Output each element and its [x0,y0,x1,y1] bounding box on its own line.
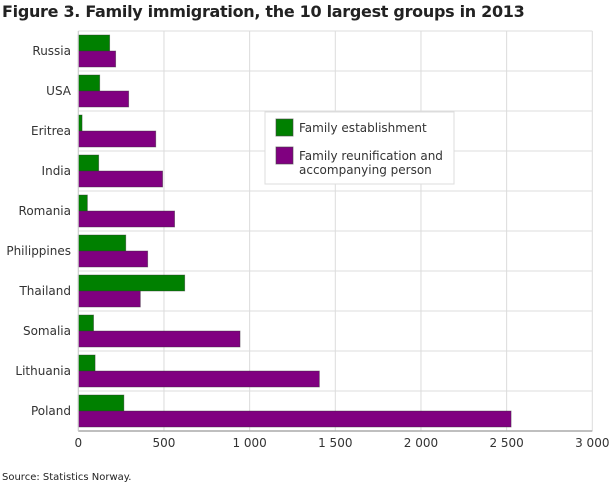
category-label: Somalia [23,324,71,338]
bar-family-reunification [77,250,149,268]
bar-family-reunification [77,90,130,108]
x-tick-label: 3 000 [575,436,609,450]
legend-swatch [275,146,294,165]
category-label: Romania [19,204,71,218]
category-label: Thailand [18,284,71,298]
bar-family-reunification [77,50,117,68]
bar-family-establishment [77,394,125,412]
bar-family-establishment [77,314,94,332]
bar-family-reunification [77,370,320,388]
category-label: Lithuania [15,364,71,378]
category-label: Eritrea [31,124,71,138]
bar-family-establishment [77,234,127,252]
bar-family-establishment [77,154,100,172]
bar-family-establishment [77,74,101,92]
legend-swatch [275,118,294,137]
category-label: USA [46,84,72,98]
category-label: Philippines [6,244,71,258]
category-label: Poland [31,404,71,418]
x-tick-label: 2 000 [404,436,438,450]
legend-label: Family establishment [299,121,427,135]
x-tick-label: 2 500 [489,436,523,450]
legend-label: accompanying person [299,163,432,177]
x-tick-label: 1 000 [232,436,266,450]
legend-label: Family reunification and [299,149,443,163]
bar-family-establishment [77,114,83,132]
bar-family-reunification [77,290,141,308]
category-label: India [42,164,71,178]
bar-family-reunification [77,170,163,188]
category-label: Russia [32,44,71,58]
bar-family-reunification [77,130,157,148]
bar-family-establishment [77,274,186,292]
bar-family-reunification [77,210,175,228]
bar-family-reunification [77,410,512,428]
chart-title: Figure 3. Family immigration, the 10 lar… [2,2,525,21]
bar-family-reunification [77,330,241,348]
bar-family-establishment [77,194,88,212]
legend-box [264,111,455,185]
x-tick-label: 0 [74,436,82,450]
bar-family-establishment [77,354,96,372]
source-note: Source: Statistics Norway. [2,472,132,483]
x-tick-label: 500 [153,436,176,450]
bar-family-establishment [77,34,111,52]
x-tick-label: 1 500 [318,436,352,450]
